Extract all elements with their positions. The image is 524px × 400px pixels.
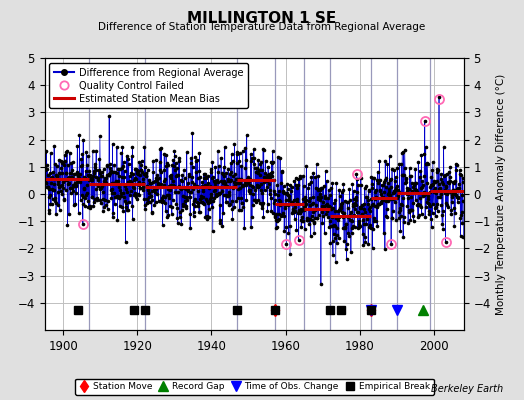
Legend: Station Move, Record Gap, Time of Obs. Change, Empirical Break: Station Move, Record Gap, Time of Obs. C…	[75, 379, 433, 395]
Y-axis label: Monthly Temperature Anomaly Difference (°C): Monthly Temperature Anomaly Difference (…	[496, 73, 506, 315]
Text: Berkeley Earth: Berkeley Earth	[431, 384, 503, 394]
Text: MILLINGTON 1 SE: MILLINGTON 1 SE	[188, 11, 336, 26]
Text: Difference of Station Temperature Data from Regional Average: Difference of Station Temperature Data f…	[99, 22, 425, 32]
